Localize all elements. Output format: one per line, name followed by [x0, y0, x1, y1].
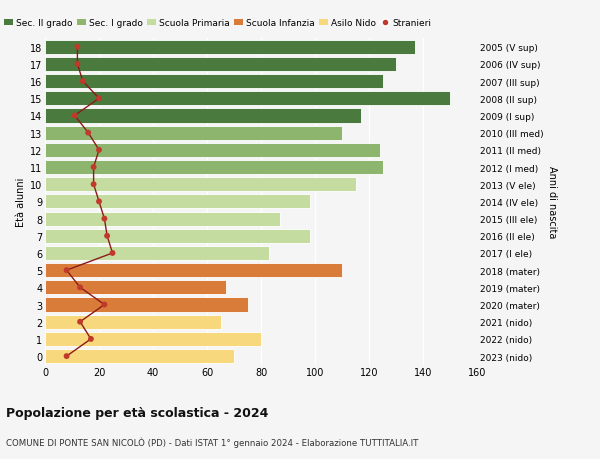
Bar	[45, 126, 342, 140]
Point	[62, 353, 71, 360]
Bar	[45, 349, 234, 364]
Point	[70, 112, 79, 120]
Point	[89, 164, 98, 171]
Bar	[45, 161, 383, 175]
Point	[94, 198, 104, 206]
Legend: Sec. II grado, Sec. I grado, Scuola Primaria, Scuola Infanzia, Asilo Nido, Stran: Sec. II grado, Sec. I grado, Scuola Prim…	[1, 16, 435, 32]
Bar	[45, 144, 380, 157]
Point	[94, 95, 104, 103]
Point	[100, 301, 109, 308]
Point	[83, 130, 93, 137]
Bar	[45, 263, 342, 278]
Bar	[45, 315, 221, 329]
Bar	[45, 40, 415, 55]
Point	[89, 181, 98, 189]
Bar	[45, 109, 361, 123]
Bar	[45, 178, 355, 192]
Bar	[45, 332, 261, 346]
Text: Popolazione per età scolastica - 2024: Popolazione per età scolastica - 2024	[6, 406, 268, 419]
Bar	[45, 195, 310, 209]
Point	[62, 267, 71, 274]
Bar	[45, 246, 269, 260]
Point	[94, 147, 104, 154]
Point	[76, 319, 85, 326]
Point	[100, 215, 109, 223]
Bar	[45, 92, 450, 106]
Bar	[45, 212, 280, 226]
Bar	[45, 298, 248, 312]
Point	[108, 250, 118, 257]
Bar	[45, 58, 396, 72]
Y-axis label: Età alunni: Età alunni	[16, 177, 26, 227]
Bar	[45, 281, 226, 295]
Point	[76, 284, 85, 291]
Text: COMUNE DI PONTE SAN NICOLÒ (PD) - Dati ISTAT 1° gennaio 2024 - Elaborazione TUTT: COMUNE DI PONTE SAN NICOLÒ (PD) - Dati I…	[6, 437, 418, 448]
Point	[73, 44, 82, 51]
Bar	[45, 229, 310, 243]
Point	[102, 233, 112, 240]
Bar	[45, 75, 383, 89]
Point	[73, 61, 82, 68]
Point	[78, 78, 88, 85]
Point	[86, 336, 96, 343]
Y-axis label: Anni di nascita: Anni di nascita	[547, 166, 557, 238]
